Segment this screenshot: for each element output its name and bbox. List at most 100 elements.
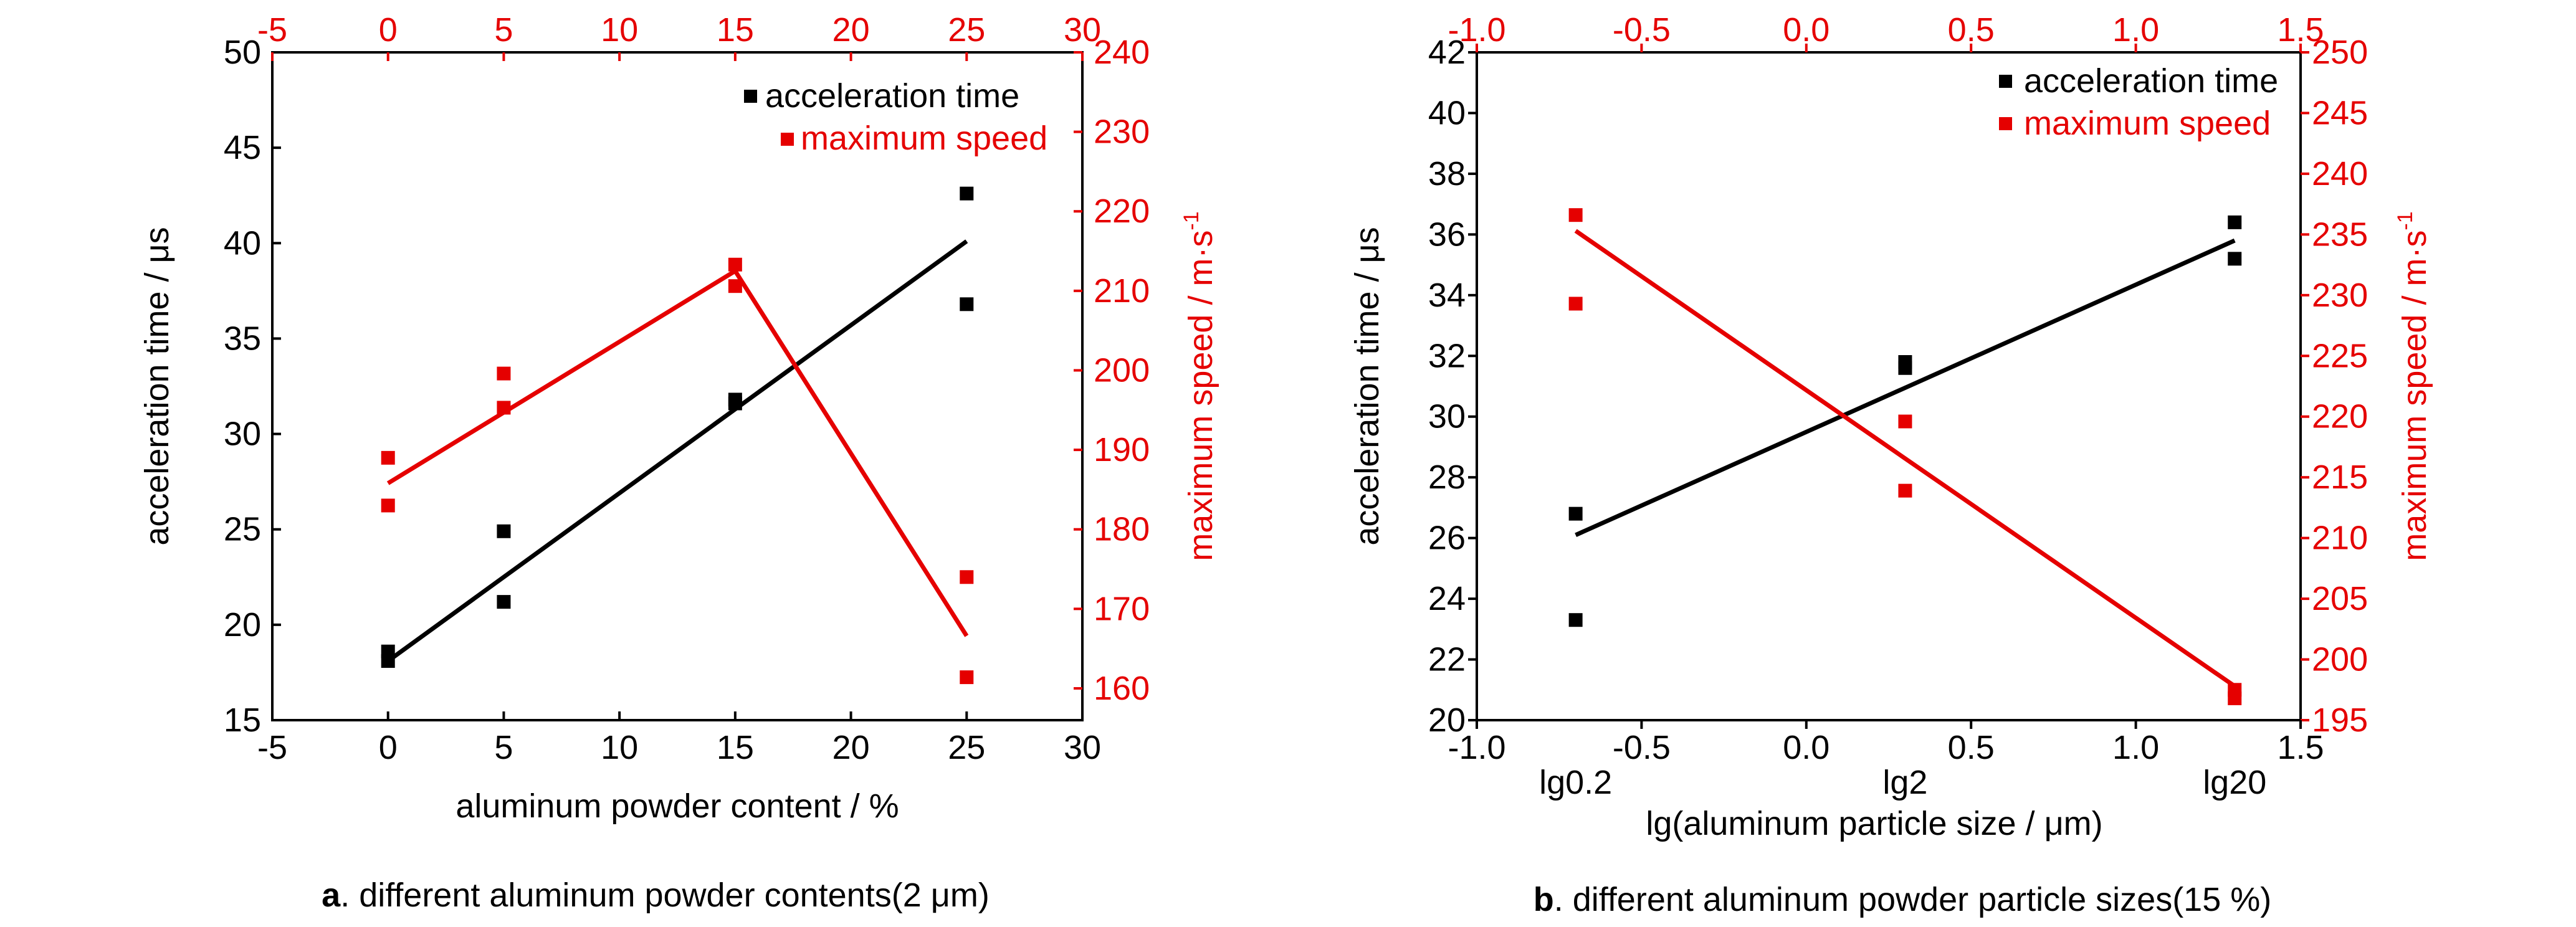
point-acceleration	[960, 297, 974, 311]
x-axis-label: lg(aluminum particle size / μm)	[1646, 805, 2102, 842]
point-acceleration	[497, 524, 511, 538]
top-tick-label: 25	[948, 11, 985, 49]
top-tick-label: 30	[1064, 11, 1101, 49]
y-axis-label: acceleration time / μs	[138, 227, 176, 545]
x-tick-label: 1.5	[2277, 729, 2324, 766]
y2-tick-label: 230	[2312, 277, 2368, 314]
point-acceleration	[960, 186, 974, 201]
fit-lines	[1574, 229, 2236, 688]
y2-tick-label: 180	[1094, 511, 1150, 548]
point-acceleration	[497, 595, 511, 609]
fit-line-speed	[1574, 229, 2236, 688]
data-points	[1568, 208, 2242, 705]
y-tick-label: 50	[224, 34, 261, 71]
right-y-ticks: 195 200 205 210 215 220 225 230 235 240 245 250	[2301, 34, 2368, 739]
point-speed	[1568, 208, 1583, 222]
y-tick-label: 40	[1428, 94, 1466, 131]
y2-tick-label: 215	[2312, 459, 2368, 496]
legend-marker-acceleration	[1999, 75, 2012, 88]
x-tick-label: 30	[1064, 729, 1101, 766]
y2-tick-label: 245	[2312, 94, 2368, 131]
legend-marker-speed	[781, 133, 794, 146]
y2-tick-label: 210	[1094, 272, 1150, 310]
right-y-ticks: 160 170 180 190 200 210 220 230 240	[1074, 34, 1150, 707]
y2-axis-label-text: maximum speed / m·s	[1182, 231, 1219, 561]
plot-frame	[1476, 51, 2302, 721]
legend-marker-acceleration	[744, 90, 757, 103]
panel-b: 20 22 24 26 28 30 32 34 36 38 40 42 195 200 205 210 215…	[1348, 11, 2433, 918]
point-speed	[381, 498, 395, 513]
top-tick-label: 0	[379, 11, 398, 49]
top-tick-label: -5	[257, 11, 287, 49]
y-tick-label: 45	[224, 129, 261, 166]
legend-label-acceleration: acceleration time	[2024, 62, 2278, 100]
y2-tick-label: 240	[2312, 155, 2368, 193]
top-tick-label: 1.0	[2112, 11, 2159, 49]
data-points	[381, 186, 974, 685]
y2-tick-label: 195	[2312, 701, 2368, 739]
caption: b. different aluminum powder particle si…	[1534, 881, 2272, 918]
legend-label-speed: maximum speed	[801, 120, 1047, 157]
point-speed	[728, 257, 742, 272]
legend-label-speed: maximum speed	[2024, 105, 2271, 142]
y-tick-label: 30	[224, 416, 261, 453]
y2-tick-label: 210	[2312, 520, 2368, 557]
top-tick-label: 0.5	[1948, 11, 1995, 49]
left-y-ticks: 15 20 25 30 35 40 45 50	[224, 34, 281, 739]
fit-lines	[386, 239, 969, 663]
top-x-ticks: -1.0 -0.5 0.0 0.5 1.0 1.5	[1448, 11, 2324, 52]
top-tick-label: 20	[832, 11, 870, 49]
left-y-ticks: 20 22 24 26 28 30 32 34 36 38 40 42	[1428, 34, 1477, 739]
y-tick-label: 36	[1428, 216, 1466, 253]
legend-label-acceleration: acceleration time	[765, 77, 1019, 115]
y-tick-label: 42	[1428, 34, 1466, 71]
point-acceleration	[1568, 613, 1583, 627]
y2-tick-label: 190	[1094, 431, 1150, 468]
y-tick-label: 20	[224, 606, 261, 644]
y-tick-label: 26	[1428, 520, 1466, 557]
top-tick-label: 10	[601, 11, 638, 49]
point-acceleration	[2228, 215, 2242, 229]
top-tick-label: 5	[494, 11, 513, 49]
y-tick-label: 30	[1428, 398, 1466, 435]
plot-frame	[271, 51, 1084, 721]
y2-tick-label: 200	[1094, 351, 1150, 389]
top-tick-label: -0.5	[1613, 11, 1671, 49]
caption-prefix: b	[1534, 881, 1554, 918]
y2-tick-label: 220	[2312, 398, 2368, 435]
x-tick-label: 0.0	[1783, 729, 1829, 766]
y-tick-label: 25	[224, 511, 261, 548]
y2-tick-label: 230	[1094, 113, 1150, 151]
point-speed	[1568, 297, 1583, 311]
y-tick-label: 15	[224, 701, 261, 739]
top-tick-label: 15	[717, 11, 754, 49]
y2-tick-label: 225	[2312, 337, 2368, 374]
caption-text: . different aluminum powder contents(2 μ…	[340, 877, 990, 914]
y2-tick-label: 220	[1094, 193, 1150, 230]
caption-prefix: a	[322, 877, 341, 914]
y-tick-label: 32	[1428, 337, 1466, 374]
x-axis-label: aluminum powder content / %	[456, 787, 899, 825]
x-tick-label: 0.5	[1948, 729, 1995, 766]
y-tick-label: 34	[1428, 277, 1466, 314]
y-tick-label: 22	[1428, 641, 1466, 678]
point-acceleration	[1898, 361, 1912, 375]
x-category-label: lg0.2	[1539, 764, 1612, 801]
point-acceleration	[2228, 252, 2242, 266]
y2-tick-label: 200	[2312, 641, 2368, 678]
point-speed	[960, 570, 974, 584]
x-tick-label: 10	[601, 729, 638, 766]
x-tick-label: -1.0	[1448, 729, 1505, 766]
legend: acceleration time maximum speed	[744, 77, 1047, 157]
x-tick-label: -0.5	[1613, 729, 1671, 766]
point-speed	[381, 450, 395, 465]
point-acceleration	[728, 396, 742, 411]
point-acceleration	[381, 654, 395, 668]
x-tick-label: 1.0	[2112, 729, 2159, 766]
y2-axis-label-sup: -1	[1180, 211, 1203, 230]
point-speed	[2228, 691, 2242, 705]
y-tick-label: 24	[1428, 580, 1466, 617]
point-speed	[960, 670, 974, 685]
point-speed	[497, 401, 511, 415]
